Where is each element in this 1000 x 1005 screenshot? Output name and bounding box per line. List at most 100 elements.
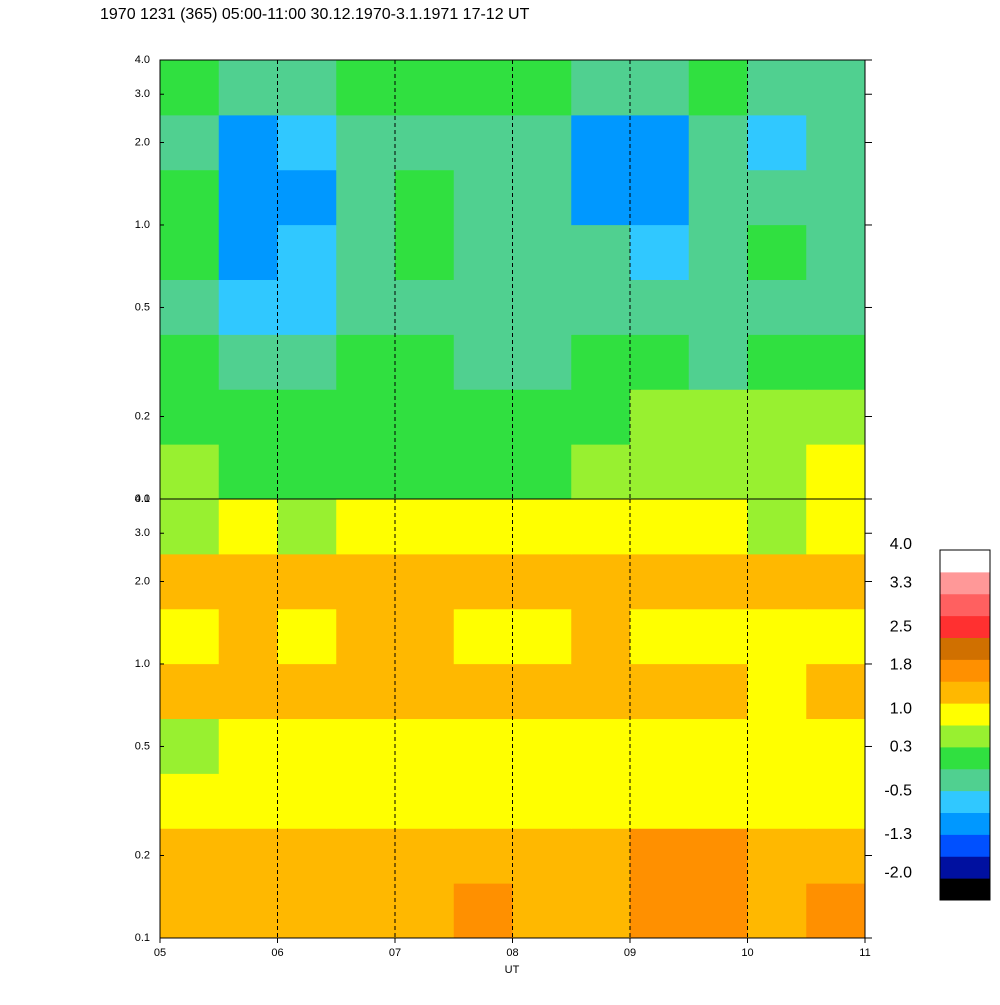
heatmap-cell: [512, 60, 572, 116]
heatmap-cell: [512, 444, 572, 500]
heatmap-cell: [336, 444, 396, 500]
heatmap-cell: [395, 169, 455, 226]
colorbar-tick-label: -1.3: [884, 826, 912, 843]
heatmap-cell: [806, 883, 866, 939]
chart-title: 1970 1231 (365) 05:00-11:00 30.12.1970-3…: [100, 6, 530, 23]
heatmap-cell: [512, 389, 572, 445]
y-tick-label: 2.0: [135, 136, 150, 148]
heatmap-cell: [571, 773, 631, 829]
heatmap-cell: [277, 663, 337, 719]
heatmap-cell: [571, 883, 631, 939]
heatmap-cell: [218, 499, 278, 555]
x-tick-label: 10: [741, 947, 753, 959]
heatmap-cell: [160, 169, 220, 226]
heatmap-cell: [747, 553, 807, 610]
heatmap-cell: [160, 663, 220, 719]
heatmap-cell: [512, 279, 572, 335]
colorbar-swatch: [940, 878, 990, 901]
heatmap-cell: [395, 608, 455, 665]
heatmap-cell: [277, 553, 337, 610]
heatmap-cell: [630, 279, 690, 335]
heatmap-cell: [747, 608, 807, 665]
heatmap-cell: [571, 553, 631, 610]
heatmap-cell: [806, 608, 866, 665]
heatmap-cell: [806, 663, 866, 719]
heatmap-cell: [336, 169, 396, 226]
heatmap-cell: [277, 224, 337, 280]
heatmap-cell: [806, 114, 866, 171]
colorbar-tick-label: 1.8: [890, 657, 912, 674]
y-tick-label: 1.0: [135, 658, 150, 670]
heatmap-cell: [336, 883, 396, 939]
heatmap-cell: [160, 444, 220, 500]
heatmap-cell: [630, 389, 690, 445]
heatmap-cell: [806, 444, 866, 500]
heatmap-cell: [630, 718, 690, 774]
heatmap-cell: [571, 334, 631, 390]
heatmap-cell: [277, 279, 337, 335]
heatmap-cell: [630, 608, 690, 665]
heatmap-cell: [747, 334, 807, 390]
y-tick-label: 0.5: [135, 740, 150, 752]
heatmap-cell: [218, 279, 278, 335]
heatmap-cell: [395, 828, 455, 884]
heatmap-cell: [453, 169, 513, 226]
heatmap-cell: [630, 553, 690, 610]
heatmap-cell: [453, 718, 513, 774]
heatmap-cell: [218, 169, 278, 226]
heatmap-cell: [336, 663, 396, 719]
x-tick-label: 07: [389, 947, 401, 959]
heatmap-cell: [160, 334, 220, 390]
heatmap-cell: [571, 389, 631, 445]
heatmap-cell: [571, 499, 631, 555]
heatmap-cell: [571, 60, 631, 116]
heatmap-cell: [160, 279, 220, 335]
heatmap-cell: [395, 499, 455, 555]
x-tick-label: 08: [506, 947, 518, 959]
heatmap-cell: [512, 773, 572, 829]
heatmap-cell: [218, 883, 278, 939]
heatmap-cell: [630, 334, 690, 390]
heatmap-cell: [277, 718, 337, 774]
heatmap-cell: [160, 608, 220, 665]
heatmap-cell: [512, 224, 572, 280]
heatmap-cell: [336, 60, 396, 116]
heatmap-cell: [747, 828, 807, 884]
heatmap-cell: [160, 389, 220, 445]
heatmap-cell: [453, 224, 513, 280]
heatmap-cell: [747, 114, 807, 171]
heatmap-cell: [395, 279, 455, 335]
heatmap-cell: [747, 444, 807, 500]
heatmap-cell: [395, 663, 455, 719]
y-tick-label: 0.1: [135, 932, 150, 944]
y-tick-label: 0.2: [135, 410, 150, 422]
colorbar-tick-label: 1.0: [890, 700, 912, 717]
heatmap-cell: [453, 553, 513, 610]
heatmap-cell: [277, 169, 337, 226]
heatmap-cell: [747, 718, 807, 774]
heatmap-cell: [277, 334, 337, 390]
heatmap-cell: [160, 553, 220, 610]
x-tick-label: 11: [859, 947, 870, 959]
heatmap-cell: [806, 718, 866, 774]
heatmap-cell: [747, 883, 807, 939]
x-axis-label: UT: [505, 964, 520, 976]
heatmap-cell: [453, 828, 513, 884]
heatmap-cell: [218, 718, 278, 774]
heatmap-cell: [747, 773, 807, 829]
heatmap-cell: [277, 883, 337, 939]
y-tick-label: 2.0: [135, 575, 150, 587]
heatmap-cell: [395, 883, 455, 939]
heatmap-cell: [688, 279, 748, 335]
heatmap-cell: [630, 60, 690, 116]
colorbar-swatch: [940, 768, 990, 792]
heatmap-cell: [336, 224, 396, 280]
heatmap-cell: [453, 883, 513, 939]
heatmap-cell: [336, 828, 396, 884]
colorbar-swatch: [940, 834, 990, 857]
heatmap-cell: [218, 444, 278, 500]
heatmap-cell: [395, 60, 455, 116]
heatmap-cell: [571, 444, 631, 500]
heatmap-cell: [571, 608, 631, 665]
heatmap-cell: [630, 499, 690, 555]
